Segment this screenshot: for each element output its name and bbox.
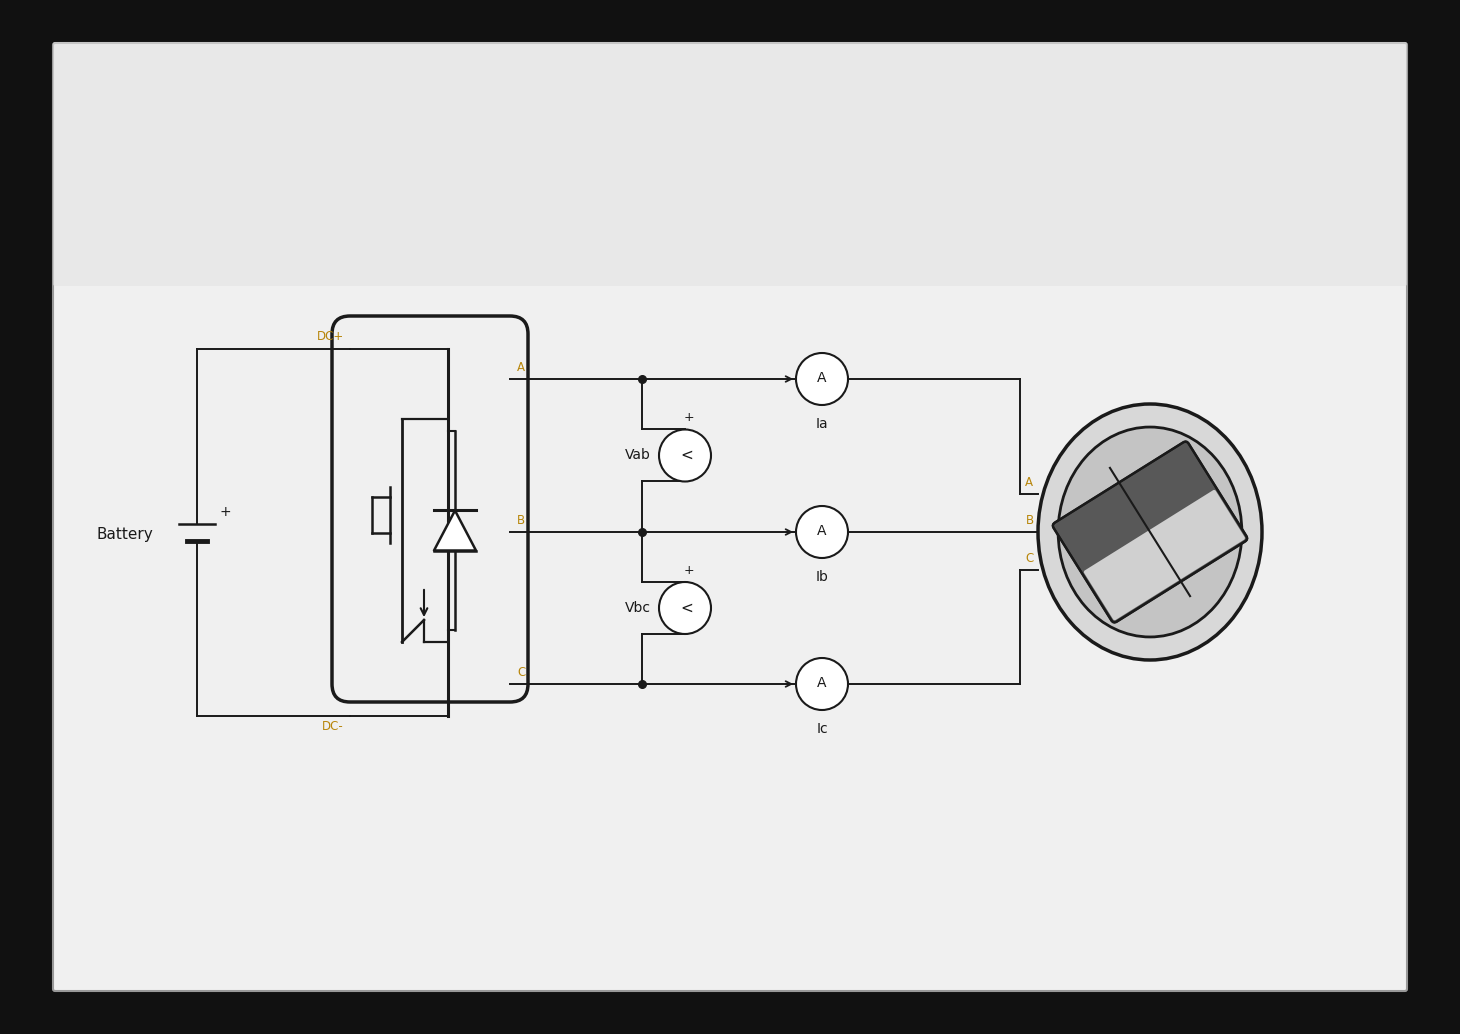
- Text: +: +: [683, 564, 695, 577]
- Circle shape: [796, 506, 848, 558]
- Text: C: C: [1025, 552, 1034, 565]
- Text: Vab: Vab: [625, 449, 651, 462]
- Text: Ia: Ia: [816, 417, 828, 431]
- Text: B: B: [517, 514, 526, 527]
- FancyBboxPatch shape: [331, 316, 529, 702]
- Text: A: A: [517, 361, 526, 374]
- Text: A: A: [818, 524, 826, 538]
- Text: A: A: [818, 676, 826, 690]
- Text: C: C: [517, 666, 526, 679]
- FancyBboxPatch shape: [53, 43, 1407, 991]
- Text: +: +: [219, 505, 231, 519]
- Circle shape: [796, 658, 848, 710]
- FancyBboxPatch shape: [1083, 490, 1245, 620]
- Text: A: A: [1025, 476, 1034, 489]
- Text: <: <: [680, 448, 694, 463]
- Circle shape: [658, 582, 711, 634]
- Text: B: B: [1026, 514, 1034, 527]
- Polygon shape: [434, 511, 476, 550]
- FancyBboxPatch shape: [1053, 442, 1247, 622]
- Circle shape: [658, 429, 711, 482]
- FancyBboxPatch shape: [53, 42, 1407, 286]
- Ellipse shape: [1058, 427, 1242, 637]
- Text: +: +: [683, 412, 695, 425]
- Text: Battery: Battery: [96, 526, 153, 542]
- Text: Vbc: Vbc: [625, 601, 651, 615]
- Text: A: A: [818, 371, 826, 385]
- Ellipse shape: [1038, 404, 1261, 660]
- Text: DC+: DC+: [317, 330, 345, 343]
- Text: <: <: [680, 601, 694, 615]
- Text: DC-: DC-: [323, 720, 345, 733]
- Text: Ib: Ib: [816, 570, 828, 584]
- Circle shape: [796, 353, 848, 405]
- Text: Ic: Ic: [816, 722, 828, 736]
